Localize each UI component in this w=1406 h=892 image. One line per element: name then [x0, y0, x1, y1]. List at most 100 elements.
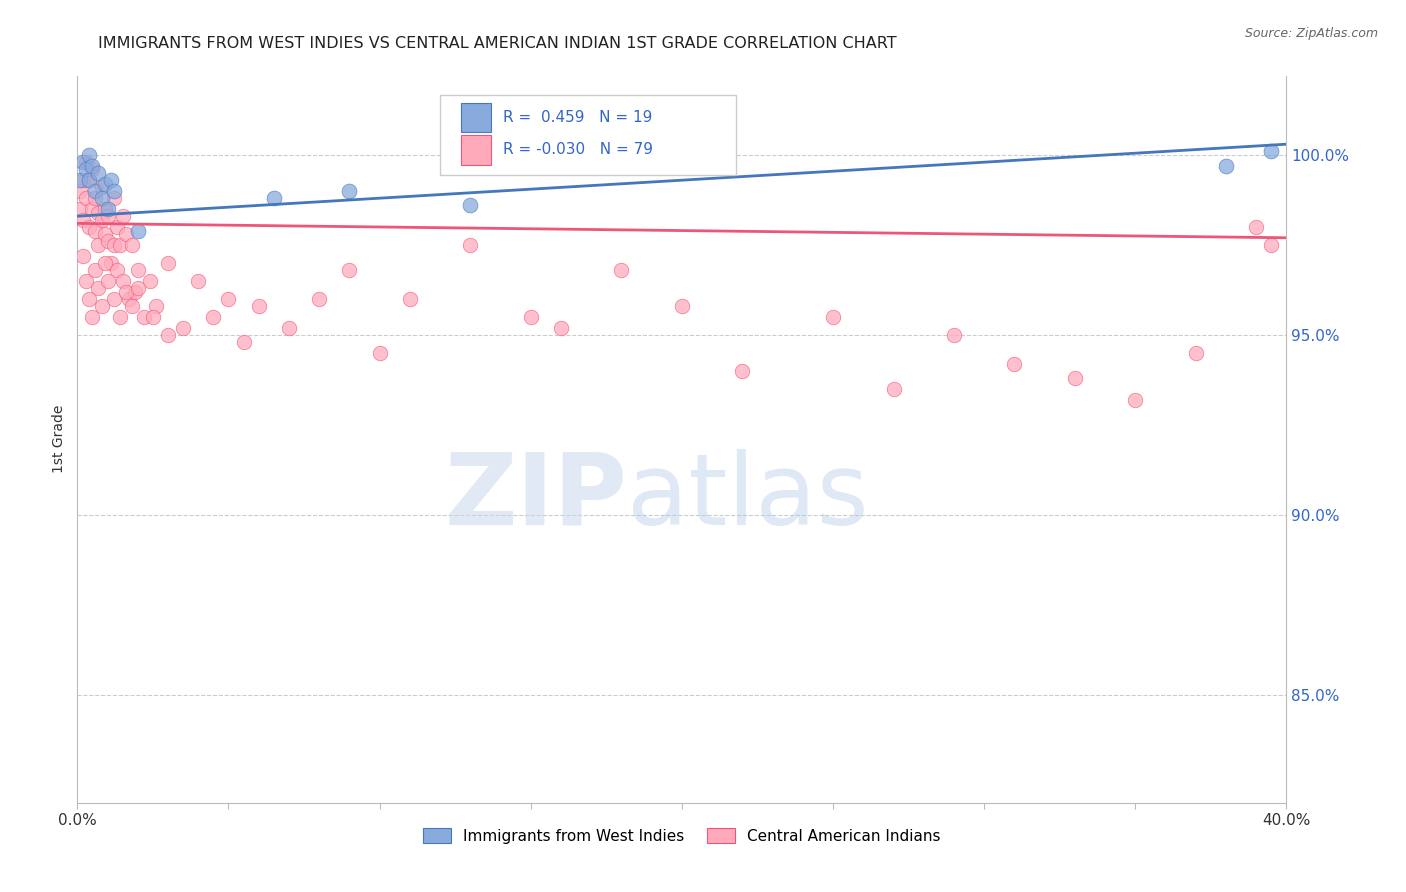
- Point: [79, 173, 101, 187]
- Point: [1004, 357, 1026, 371]
- Point: [124, 285, 146, 299]
- Point: [883, 382, 905, 396]
- Point: [118, 292, 141, 306]
- FancyBboxPatch shape: [440, 95, 737, 176]
- Point: [132, 310, 155, 324]
- Point: [69, 202, 91, 216]
- Point: [1123, 392, 1146, 407]
- Point: [610, 263, 633, 277]
- Text: ZIP: ZIP: [444, 449, 627, 546]
- Point: [90, 191, 112, 205]
- Point: [103, 292, 125, 306]
- Point: [458, 238, 481, 252]
- Point: [103, 238, 125, 252]
- Point: [84, 184, 107, 198]
- Point: [127, 263, 149, 277]
- Point: [100, 173, 122, 187]
- Point: [96, 202, 118, 216]
- Point: [93, 256, 115, 270]
- Point: [69, 173, 91, 187]
- Point: [84, 191, 107, 205]
- Point: [82, 162, 104, 177]
- Point: [105, 219, 128, 234]
- Point: [337, 184, 360, 198]
- Point: [103, 191, 125, 205]
- Point: [111, 274, 134, 288]
- Point: [1184, 346, 1206, 360]
- Point: [114, 227, 136, 242]
- Point: [458, 198, 481, 212]
- Point: [96, 209, 118, 223]
- Point: [69, 184, 91, 198]
- Point: [84, 263, 107, 277]
- Point: [172, 320, 194, 334]
- Text: R =  0.459   N = 19: R = 0.459 N = 19: [503, 110, 652, 125]
- Point: [337, 263, 360, 277]
- Point: [821, 310, 844, 324]
- Point: [157, 256, 180, 270]
- Point: [75, 162, 97, 177]
- Text: atlas: atlas: [627, 449, 869, 546]
- Point: [121, 238, 143, 252]
- Point: [72, 155, 94, 169]
- Point: [263, 191, 285, 205]
- Point: [72, 249, 94, 263]
- Point: [93, 202, 115, 216]
- Point: [139, 274, 162, 288]
- Point: [82, 202, 104, 216]
- Point: [72, 212, 94, 227]
- Point: [96, 235, 118, 249]
- Point: [232, 335, 254, 350]
- Point: [105, 263, 128, 277]
- Y-axis label: 1st Grade: 1st Grade: [52, 405, 66, 474]
- Point: [108, 310, 131, 324]
- Point: [218, 292, 240, 306]
- Point: [278, 320, 301, 334]
- Point: [942, 327, 965, 342]
- Point: [368, 346, 391, 360]
- Point: [87, 166, 110, 180]
- Point: [1260, 145, 1282, 159]
- Point: [72, 173, 94, 187]
- Point: [145, 299, 167, 313]
- Point: [87, 281, 110, 295]
- Point: [82, 310, 104, 324]
- Point: [79, 292, 101, 306]
- Point: [187, 274, 209, 288]
- Point: [93, 227, 115, 242]
- Point: [671, 299, 693, 313]
- Point: [79, 148, 101, 162]
- Point: [157, 327, 180, 342]
- Point: [75, 191, 97, 205]
- Point: [93, 177, 115, 191]
- Legend: Immigrants from West Indies, Central American Indians: Immigrants from West Indies, Central Ame…: [418, 822, 946, 850]
- Point: [520, 310, 543, 324]
- Point: [114, 285, 136, 299]
- Text: R = -0.030   N = 79: R = -0.030 N = 79: [503, 143, 652, 158]
- Point: [399, 292, 422, 306]
- Point: [1246, 219, 1268, 234]
- Point: [1215, 159, 1237, 173]
- Point: [127, 281, 149, 295]
- Point: [79, 173, 101, 187]
- Point: [121, 299, 143, 313]
- FancyBboxPatch shape: [461, 136, 491, 164]
- Point: [111, 209, 134, 223]
- Text: IMMIGRANTS FROM WEST INDIES VS CENTRAL AMERICAN INDIAN 1ST GRADE CORRELATION CHA: IMMIGRANTS FROM WEST INDIES VS CENTRAL A…: [98, 36, 897, 51]
- Point: [82, 159, 104, 173]
- Point: [84, 223, 107, 237]
- Point: [731, 364, 754, 378]
- Point: [247, 299, 270, 313]
- Point: [127, 223, 149, 237]
- Point: [75, 155, 97, 169]
- Point: [202, 310, 225, 324]
- Point: [96, 274, 118, 288]
- Point: [550, 320, 572, 334]
- Point: [90, 299, 112, 313]
- Point: [100, 256, 122, 270]
- Point: [308, 292, 330, 306]
- Point: [142, 310, 165, 324]
- Point: [87, 205, 110, 219]
- Point: [79, 219, 101, 234]
- Point: [90, 180, 112, 194]
